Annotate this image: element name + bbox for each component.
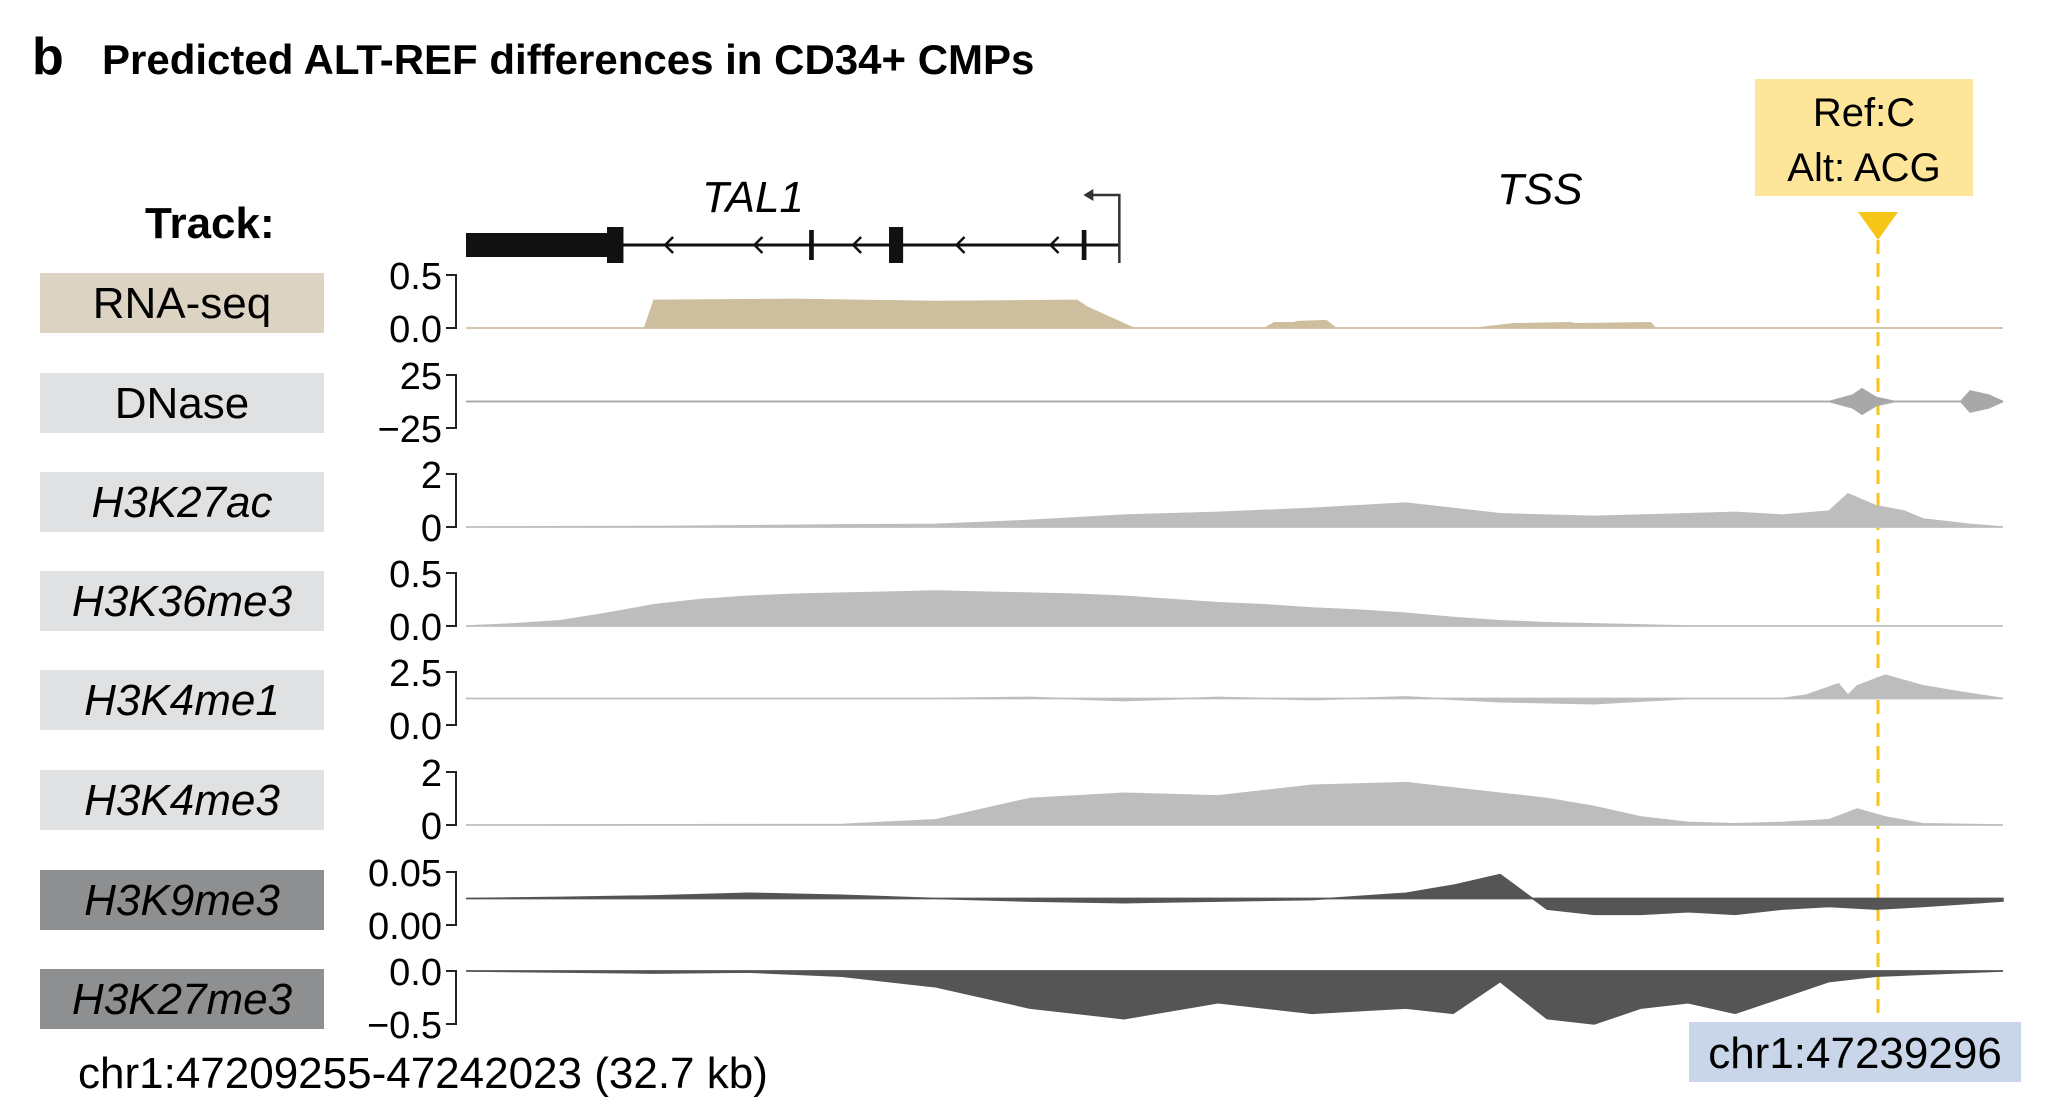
strand-chevron (752, 236, 764, 254)
track-axis (446, 871, 457, 926)
tick-label-bottom: 0.0 (389, 706, 442, 748)
tick-label-bottom: 0 (421, 508, 442, 550)
track-label: DNase (115, 379, 250, 428)
track-axis (446, 771, 457, 826)
track-signal-area (465, 493, 2004, 528)
variant-marker (1858, 212, 1899, 240)
tick-label-bottom: 0 (421, 806, 442, 848)
track-signal-mirror (466, 400, 2004, 416)
strand-chevron (1048, 236, 1060, 254)
gene-name: TAL1 (702, 173, 804, 222)
track-axis (446, 572, 457, 627)
tick-label-top: 2 (421, 753, 442, 795)
region-label: chr1:47209255-47242023 (32.7 kb) (78, 1049, 768, 1098)
tick-label-top: 2.5 (389, 653, 442, 695)
track-label: H3K4me3 (84, 776, 280, 825)
track-axis (446, 970, 457, 1025)
strand-chevron (663, 236, 674, 254)
variant-box (1755, 79, 1973, 196)
track-label-box (40, 273, 324, 333)
gene-exon (607, 227, 624, 263)
figure-title: Predicted ALT-REF differences in CD34+ C… (102, 36, 1034, 83)
track-heading: Track: (145, 199, 275, 248)
variant-annotation: Ref:C Alt: ACG chr1:47239296 (1689, 79, 2021, 1082)
track-label-box (40, 373, 324, 433)
tick-label-bottom: −0.5 (367, 1005, 442, 1047)
gene-model: TAL1 TSS (466, 165, 1583, 263)
variant-position-box (1689, 1022, 2021, 1082)
track-signal-area (465, 781, 2004, 826)
tracks: RNA-seq0.50.0DNase25−25H3K27ac20H3K36me3… (40, 256, 2004, 1047)
track-h3k4me3: H3K4me3 2 0 (40, 753, 2004, 848)
gene-exon (466, 233, 608, 257)
strand-chevron (954, 236, 966, 254)
tick-label-bottom: 0.00 (368, 906, 442, 948)
track-signal-area (465, 873, 2004, 916)
track-label: H3K27ac (91, 478, 272, 527)
track-label-box (40, 969, 324, 1029)
track-label: H3K4me1 (84, 676, 280, 725)
track-signal-area (465, 970, 2004, 1025)
tss-arrow (1089, 193, 1121, 263)
track-label-box (40, 472, 324, 532)
tick-label-bottom: 0.0 (389, 309, 442, 351)
track-rna-seq: RNA-seq 0.5 0.0 (40, 256, 2003, 351)
alt-allele-label: Alt: ACG (1787, 146, 1940, 190)
track-signal-area (466, 298, 2003, 329)
tss-arrowhead (1083, 189, 1094, 201)
track-label-box (40, 670, 324, 730)
gene-exon (1081, 230, 1087, 260)
tick-label-top: 0.0 (389, 952, 442, 994)
tick-label-top: 0.5 (389, 554, 442, 596)
track-dnase: DNase 25 −25 (40, 356, 2004, 451)
tick-label-top: 25 (400, 356, 442, 398)
tick-label-bottom: −25 (378, 409, 442, 451)
track-label-box (40, 571, 324, 631)
variant-position-label: chr1:47239296 (1708, 1029, 2002, 1078)
strand-chevron (851, 236, 863, 254)
track-h3k9me3: H3K9me3 0.05 0.00 (40, 853, 2004, 948)
track-h3k27me3: H3K27me3 0.0 −0.5 (40, 952, 2004, 1047)
panel-letter: b (32, 28, 64, 86)
track-h3k27ac: H3K27ac 2 0 (40, 455, 2004, 550)
track-signal-area (465, 590, 2003, 627)
track-label: H3K27me3 (72, 975, 293, 1024)
track-axis (446, 274, 457, 329)
ref-allele-label: Ref:C (1813, 91, 1915, 135)
tick-label-bottom: 0.0 (389, 607, 442, 649)
track-label-box (40, 770, 324, 830)
track-axis (446, 473, 457, 528)
track-signal-area (466, 387, 2004, 403)
track-label-box (40, 870, 324, 930)
track-label: H3K36me3 (72, 577, 293, 626)
track-label: RNA-seq (93, 279, 272, 328)
track-label: H3K9me3 (84, 876, 280, 925)
track-h3k36me3: H3K36me3 0.5 0.0 (40, 554, 2003, 649)
tss-label: TSS (1497, 165, 1583, 214)
gene-exon (809, 230, 814, 260)
track-h3k4me1: H3K4me1 2.5 0.0 (40, 653, 2004, 748)
tick-label-top: 0.05 (368, 853, 442, 895)
track-signal-area (466, 674, 2004, 705)
track-axis (446, 374, 457, 429)
tick-label-top: 0.5 (389, 256, 442, 298)
track-axis (446, 671, 457, 726)
tick-label-top: 2 (421, 455, 442, 497)
gene-exon (889, 227, 904, 263)
